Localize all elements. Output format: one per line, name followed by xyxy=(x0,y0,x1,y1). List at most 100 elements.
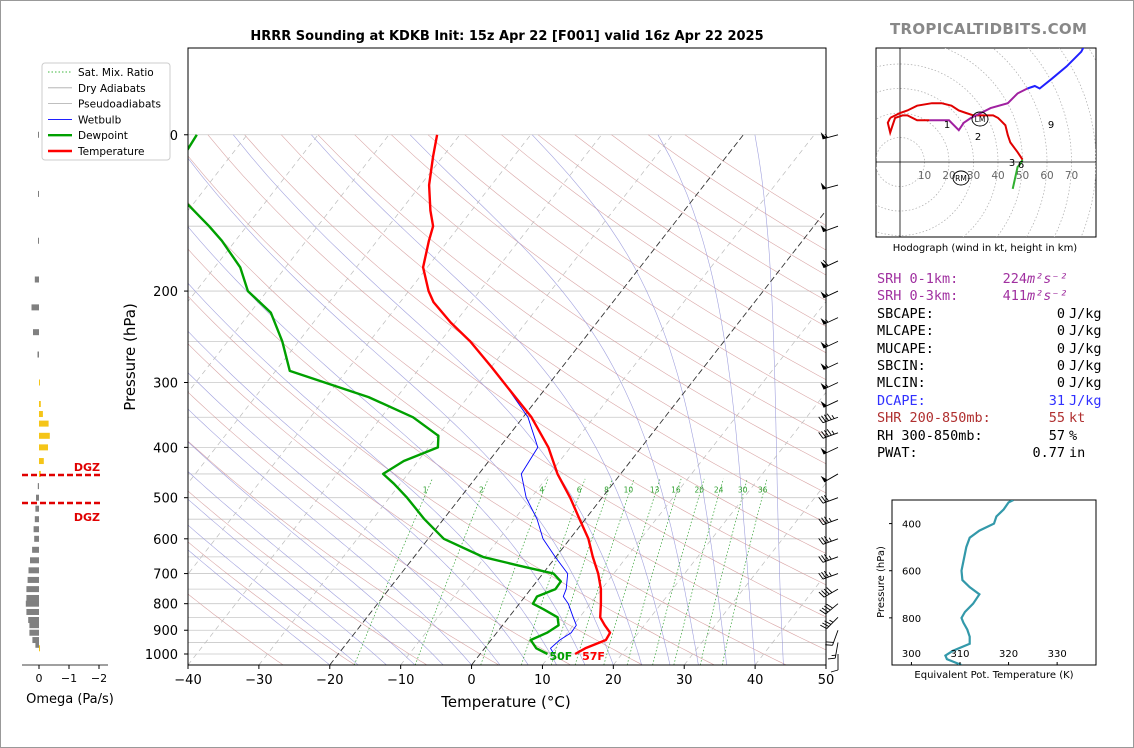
isotherm xyxy=(188,134,602,665)
stat-unit: J/kg xyxy=(1069,375,1102,392)
wind-barb xyxy=(818,429,839,439)
omega-bar xyxy=(25,600,39,607)
isotherm xyxy=(471,209,826,665)
mixing-ratio-line xyxy=(480,478,549,665)
dry-adiabat xyxy=(464,134,826,381)
x-tick-label: −20 xyxy=(316,673,343,688)
isotherm xyxy=(258,134,673,665)
omega-bar xyxy=(39,444,48,451)
hodograph-ring-label: 70 xyxy=(1065,170,1078,182)
stat-row: DCAPE: 31 J/kg xyxy=(877,393,1102,410)
stat-unit: in xyxy=(1069,444,1086,461)
dry-adiabat xyxy=(188,391,571,665)
omega-bar xyxy=(26,586,39,593)
dgz-label: DGZ xyxy=(74,461,100,474)
wind-barb xyxy=(820,225,839,233)
mixing-ratio-label: 6 xyxy=(577,485,582,494)
theta-e-panel: 300 310 320 330 400 600 800 xyxy=(889,499,1097,666)
hodograph-height-label: 9 xyxy=(1048,120,1054,131)
legend: Sat. Mix. Ratio Dry Adiabats Pseudoadiabat… xyxy=(41,62,171,161)
omega-bar xyxy=(39,420,49,427)
wind-barb xyxy=(825,630,839,646)
stat-label: RH 300-850mb: xyxy=(877,427,983,444)
omega-bar xyxy=(26,608,39,615)
mixing-ratio-line xyxy=(626,478,682,665)
omega-bar xyxy=(39,458,44,465)
theta-e-plot xyxy=(944,500,1014,665)
pseudoadiabat xyxy=(754,134,784,665)
legend-label: Pseudoadiabats xyxy=(78,99,161,111)
pseudoadiabat xyxy=(311,134,671,665)
stat-label: SHR 200-850mb: xyxy=(877,410,991,427)
omega-bar xyxy=(27,576,39,583)
omega-bar xyxy=(39,411,43,418)
omega-bar xyxy=(38,190,39,197)
x-tick-label: 0 xyxy=(467,673,475,688)
stat-row: SHR 200-850mb: 55 kt xyxy=(877,410,1097,427)
wind-barb xyxy=(820,362,839,371)
dry-adiabat xyxy=(188,490,428,665)
theta-e-xlabel: Equivalent Pot. Temperature (K) xyxy=(914,670,1073,681)
isotherm xyxy=(754,573,826,665)
stat-value: 411 xyxy=(1002,288,1027,305)
stat-unit: J/kg xyxy=(1069,392,1102,409)
omega-bar xyxy=(28,567,39,574)
stat-unit: kt xyxy=(1069,410,1086,427)
theta-e-ylabel: Pressure (hPa) xyxy=(876,546,887,618)
omega-bar xyxy=(38,237,39,244)
x-tick-label: 30 xyxy=(676,673,693,688)
stat-label: MLCIN: xyxy=(877,375,926,392)
isotherm xyxy=(400,134,815,665)
theta-e-x-tick-label: 310 xyxy=(950,649,969,660)
pseudoadiabat xyxy=(188,226,586,665)
stat-unit: J/kg xyxy=(1069,340,1102,357)
y-tick-label: 600 xyxy=(153,533,178,548)
stat-unit: m²s⁻² xyxy=(1027,271,1068,287)
surface-temperature-label: 57F xyxy=(582,650,605,663)
theta-e-x-tick-label: 320 xyxy=(999,649,1018,660)
dry-adiabat xyxy=(354,134,826,465)
isotherm xyxy=(0,135,176,665)
isotherm xyxy=(613,391,826,665)
omega-bar xyxy=(36,494,39,501)
wind-barb xyxy=(820,382,839,390)
chart-title: HRRR Sounding at KDKB Init: 15z Apr 22 [… xyxy=(250,29,763,44)
theta-e-y-tick-label: 400 xyxy=(902,520,921,531)
hodograph-height-label: 3 xyxy=(1009,158,1015,169)
hodograph-segment xyxy=(1027,48,1085,90)
pseudoadiabat xyxy=(409,134,699,665)
x-axis-label: Temperature (°C) xyxy=(440,693,570,711)
wind-barb xyxy=(818,413,839,424)
omega-bar xyxy=(39,470,41,477)
wind-barb xyxy=(820,182,839,190)
mixing-ratio-line xyxy=(574,478,635,665)
hodograph-ring-label: 10 xyxy=(918,170,931,182)
pseudoadiabat xyxy=(657,134,756,665)
pseudoadiabat xyxy=(188,282,557,665)
omega-panel: 0 −1 −2 Omega (Pa/s) DGZ DGZ xyxy=(22,131,114,707)
dry-adiabat xyxy=(188,440,499,665)
wind-barb xyxy=(818,516,839,526)
theta-e-x-tick-label: 330 xyxy=(1048,649,1067,660)
hodograph-height-label: 6 xyxy=(1018,160,1024,171)
stat-value: 0 xyxy=(1056,323,1065,340)
stat-unit: J/kg xyxy=(1069,323,1102,340)
x-tick-label: −40 xyxy=(174,673,201,688)
legend-label: Wetbulb xyxy=(78,114,122,126)
mixing-ratio-label: 8 xyxy=(604,485,609,494)
wind-barb xyxy=(818,536,839,545)
storm-motion-marker xyxy=(952,170,970,186)
dry-adiabat xyxy=(207,134,826,586)
omega-bar xyxy=(35,505,39,512)
wind-barb xyxy=(818,554,839,563)
profile-wetbulb xyxy=(508,389,577,655)
pseudoadiabat xyxy=(188,471,416,665)
dry-adiabat xyxy=(427,134,826,408)
hodograph: 10 20 30 40 50 60 70 1 2 3 6 9 LM RM xyxy=(875,47,1097,238)
hodograph-ring-label: 40 xyxy=(991,170,1004,182)
hodograph-ring-label: 60 xyxy=(1040,170,1053,182)
wind-barb xyxy=(820,132,839,140)
hodograph-height-label: 1 xyxy=(944,120,950,131)
storm-motion-label: LM xyxy=(975,115,986,124)
omega-tick-label: −1 xyxy=(61,672,77,685)
